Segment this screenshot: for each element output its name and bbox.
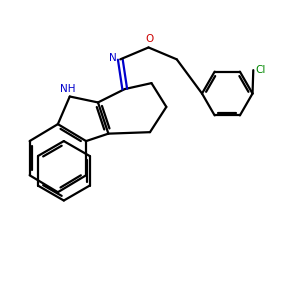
Text: O: O [145, 34, 153, 44]
Text: NH: NH [60, 84, 75, 94]
Text: Cl: Cl [256, 65, 266, 75]
Text: N: N [109, 53, 117, 63]
